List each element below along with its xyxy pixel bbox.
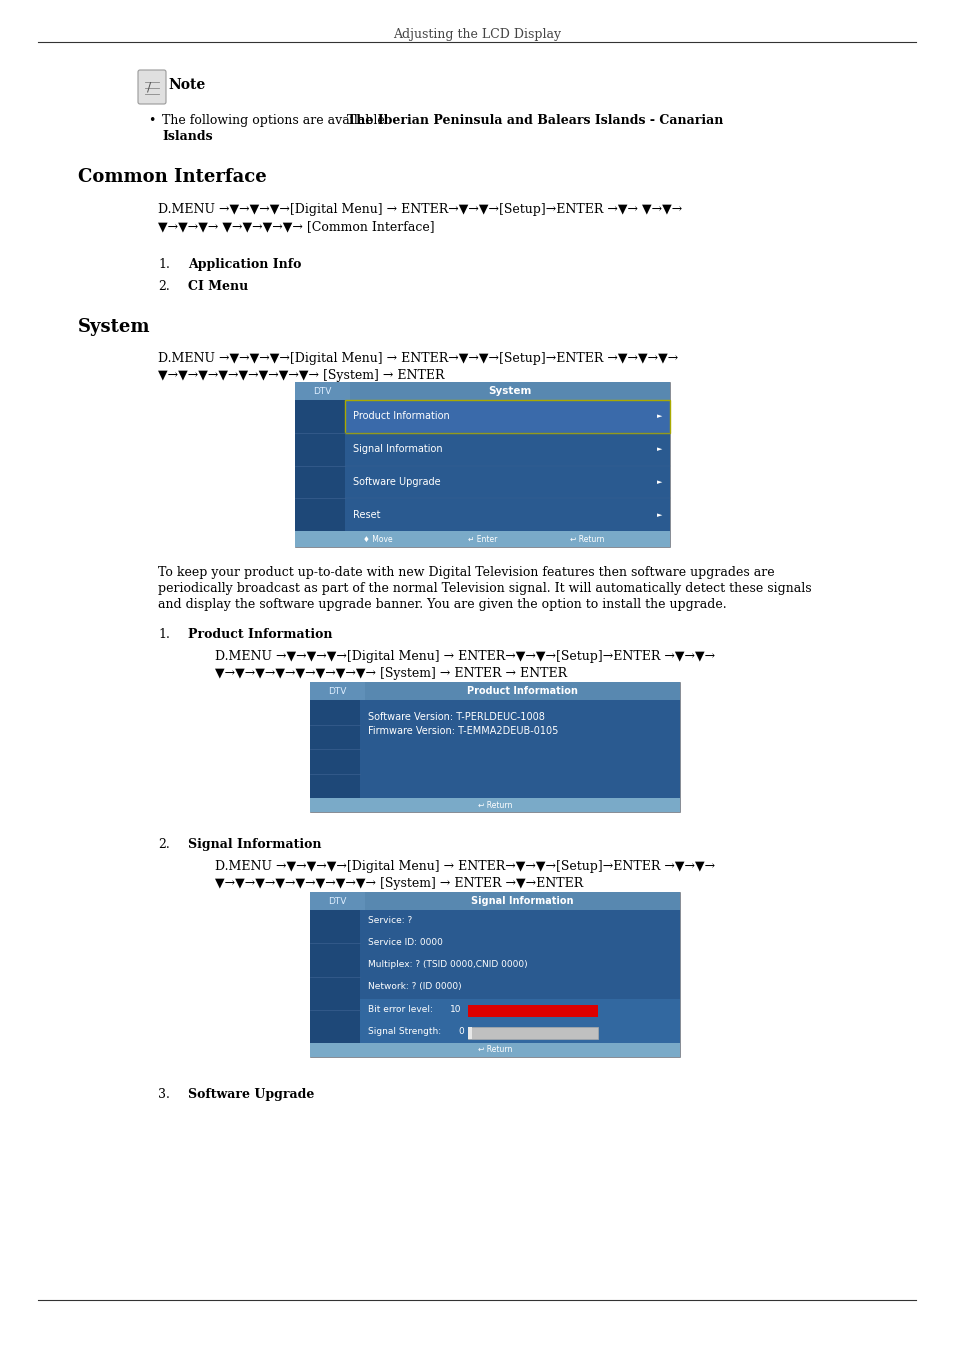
Text: ►: ►	[656, 413, 661, 420]
Bar	[310, 892, 365, 910]
Text: /: /	[147, 81, 152, 93]
Text: ↵ Enter: ↵ Enter	[467, 535, 497, 544]
Text: 1.: 1.	[158, 258, 170, 271]
Text: Service: ?: Service: ?	[368, 917, 412, 925]
Bar	[294, 382, 669, 547]
Text: ▼→▼→▼→▼→▼→▼→▼→▼→ [System] → ENTER →▼→ENTER: ▼→▼→▼→▼→▼→▼→▼→▼→ [System] → ENTER →▼→ENT…	[214, 878, 582, 890]
Text: Note: Note	[168, 78, 205, 92]
Text: The Iberian Peninsula and Balears Islands - Canarian: The Iberian Peninsula and Balears Island…	[347, 113, 722, 127]
Text: •: •	[148, 113, 155, 127]
Text: D.MENU →▼→▼→▼→[Digital Menu] → ENTER→▼→▼→[Setup]→ENTER →▼→ ▼→▼→: D.MENU →▼→▼→▼→[Digital Menu] → ENTER→▼→▼…	[158, 202, 681, 216]
Text: Reset: Reset	[353, 510, 380, 520]
Text: System: System	[78, 319, 151, 336]
Text: Signal Strength:: Signal Strength:	[368, 1027, 440, 1035]
Text: DTV: DTV	[328, 896, 346, 906]
Text: ▼→▼→▼→ ▼→▼→▼→▼→ [Common Interface]: ▼→▼→▼→ ▼→▼→▼→▼→ [Common Interface]	[158, 220, 435, 234]
Text: Software Upgrade: Software Upgrade	[188, 1088, 314, 1102]
Bar	[468, 1004, 598, 1017]
Text: Adjusting the LCD Display: Adjusting the LCD Display	[393, 28, 560, 40]
Bar	[468, 1027, 598, 1040]
Bar	[359, 999, 679, 1044]
Text: ↩ Return: ↩ Return	[570, 535, 604, 544]
FancyBboxPatch shape	[138, 70, 166, 104]
Bar	[310, 892, 679, 1057]
Text: 2.: 2.	[158, 838, 170, 850]
Text: 3.: 3.	[158, 1088, 170, 1102]
Text: Multiplex: ? (TSID 0000,CNID 0000): Multiplex: ? (TSID 0000,CNID 0000)	[368, 960, 527, 969]
Text: ↩ Return: ↩ Return	[477, 801, 512, 810]
Text: System: System	[488, 386, 531, 396]
Text: ►: ►	[656, 512, 661, 517]
Text: D.MENU →▼→▼→▼→[Digital Menu] → ENTER→▼→▼→[Setup]→ENTER →▼→▼→: D.MENU →▼→▼→▼→[Digital Menu] → ENTER→▼→▼…	[214, 649, 715, 663]
Text: Common Interface: Common Interface	[78, 167, 267, 186]
Text: periodically broadcast as part of the normal Television signal. It will automati: periodically broadcast as part of the no…	[158, 582, 811, 595]
Text: 0: 0	[457, 1027, 463, 1035]
Bar	[310, 1044, 679, 1057]
Text: ►: ►	[656, 446, 661, 452]
Text: ►: ►	[656, 479, 661, 485]
Text: Software Upgrade: Software Upgrade	[353, 477, 440, 487]
Text: Firmware Version: T-EMMA2DEUB-0105: Firmware Version: T-EMMA2DEUB-0105	[368, 726, 558, 736]
Bar	[310, 910, 359, 1044]
Text: Product Information: Product Information	[467, 686, 578, 697]
Text: Signal Information: Signal Information	[188, 838, 321, 850]
Text: 10: 10	[450, 1004, 461, 1014]
Text: To keep your product up-to-date with new Digital Television features then softwa: To keep your product up-to-date with new…	[158, 566, 774, 579]
Text: 2.: 2.	[158, 279, 170, 293]
Text: D.MENU →▼→▼→▼→[Digital Menu] → ENTER→▼→▼→[Setup]→ENTER →▼→▼→: D.MENU →▼→▼→▼→[Digital Menu] → ENTER→▼→▼…	[214, 860, 715, 873]
Bar	[359, 701, 679, 798]
Text: Islands: Islands	[162, 130, 213, 143]
Text: ▼→▼→▼→▼→▼→▼→▼→▼→ [System] → ENTER: ▼→▼→▼→▼→▼→▼→▼→▼→ [System] → ENTER	[158, 369, 444, 382]
Text: Bit error level:: Bit error level:	[368, 1004, 433, 1014]
Text: Signal Information: Signal Information	[471, 896, 573, 906]
Text: Product Information: Product Information	[188, 628, 333, 641]
Bar	[468, 1027, 472, 1040]
Bar	[294, 382, 669, 400]
Bar	[310, 798, 679, 811]
Bar	[310, 701, 359, 798]
Text: ↩ Return: ↩ Return	[477, 1045, 512, 1054]
Bar	[310, 682, 679, 701]
Text: and display the software upgrade banner. You are given the option to install the: and display the software upgrade banner.…	[158, 598, 726, 612]
Bar	[294, 400, 345, 547]
Text: DTV: DTV	[328, 687, 346, 695]
Text: Service ID: 0000: Service ID: 0000	[368, 938, 442, 948]
Text: DTV: DTV	[313, 386, 332, 396]
Bar	[310, 682, 679, 811]
Bar	[359, 910, 679, 1044]
Text: Signal Information: Signal Information	[353, 444, 442, 454]
Bar	[345, 400, 669, 433]
Text: Product Information: Product Information	[353, 412, 449, 421]
Text: 1.: 1.	[158, 628, 170, 641]
Text: Network: ? (ID 0000): Network: ? (ID 0000)	[368, 983, 461, 991]
Bar	[310, 682, 365, 701]
Text: D.MENU →▼→▼→▼→[Digital Menu] → ENTER→▼→▼→[Setup]→ENTER →▼→▼→▼→: D.MENU →▼→▼→▼→[Digital Menu] → ENTER→▼→▼…	[158, 352, 678, 365]
Text: Software Version: T-PERLDEUC-1008: Software Version: T-PERLDEUC-1008	[368, 711, 544, 722]
Text: CI Menu: CI Menu	[188, 279, 248, 293]
Bar	[294, 531, 669, 547]
Text: The following options are available: The following options are available	[162, 113, 388, 127]
Bar	[310, 892, 679, 910]
Text: ♦ Move: ♦ Move	[362, 535, 392, 544]
Text: ▼→▼→▼→▼→▼→▼→▼→▼→ [System] → ENTER → ENTER: ▼→▼→▼→▼→▼→▼→▼→▼→ [System] → ENTER → ENTE…	[214, 667, 566, 680]
Bar	[294, 382, 350, 400]
Text: Application Info: Application Info	[188, 258, 301, 271]
Bar	[345, 400, 669, 547]
